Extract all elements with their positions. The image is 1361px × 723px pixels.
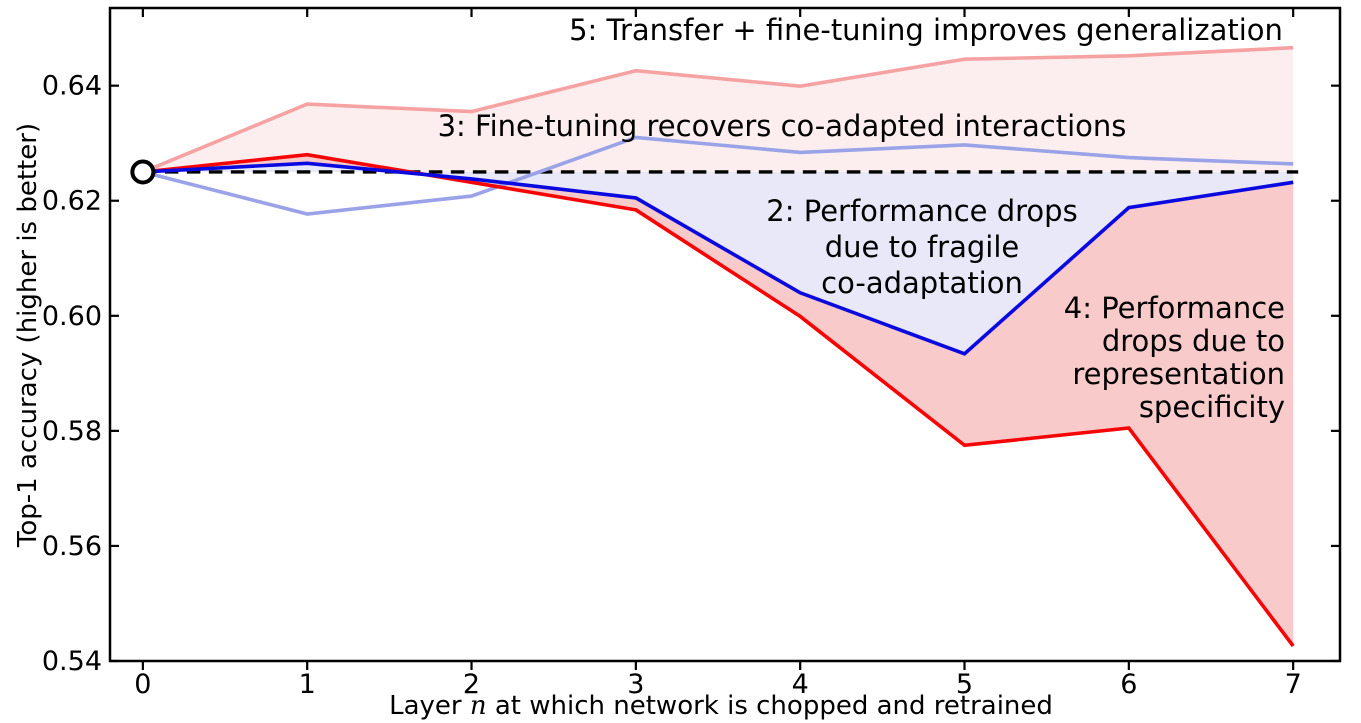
x-tick-label-4: 4 — [792, 669, 809, 700]
region-2-fill — [142, 163, 1294, 354]
note-2-line-1: due to fragile — [825, 230, 1019, 264]
line-4-red — [142, 152, 1295, 648]
x-tick-label-6: 6 — [1120, 669, 1137, 700]
note-3-line-0: 3: Fine-tuning recovers co-adapted inter… — [438, 109, 1127, 143]
y-tick-label-5: 0.64 — [42, 71, 102, 102]
note-5-line-0: 5: Transfer + fine-tuning improves gener… — [569, 13, 1283, 47]
x-tick-label-3: 3 — [627, 669, 644, 700]
x-tick-label-1: 1 — [299, 669, 316, 700]
line-5-pink — [142, 45, 1294, 174]
line-2-blue — [142, 161, 1294, 356]
note-4-line-3: specificity — [1139, 390, 1285, 424]
y-tick-label-1: 0.56 — [42, 531, 102, 562]
y-axis-label: Top-1 accuracy (higher is better) — [13, 123, 43, 548]
note-4-line-0: 4: Performance — [1064, 291, 1285, 325]
note-2-line-0: 2: Performance drops — [766, 194, 1077, 228]
start-marker-circle — [130, 159, 156, 185]
region-5-fill — [142, 47, 1294, 173]
y-tick-label-2: 0.58 — [42, 416, 102, 447]
x-tick-label-2: 2 — [463, 669, 480, 700]
note-2-line-2: co-adaptation — [821, 266, 1023, 300]
x-tick-label-7: 7 — [1285, 669, 1302, 700]
line-3-light-blue — [142, 135, 1294, 216]
note-4-line-1: drops due to — [1102, 324, 1285, 358]
x-axis-label: Layer n at which network is chopped and … — [389, 691, 1053, 721]
y-tick-label-0: 0.54 — [42, 646, 102, 677]
note-4-line-2: representation — [1072, 357, 1285, 391]
region-4-fill — [142, 154, 1294, 646]
x-tick-label-5: 5 — [956, 669, 973, 700]
axes-box — [108, 6, 1342, 663]
x-tick-label-0: 0 — [134, 669, 151, 700]
y-tick-label-4: 0.62 — [42, 186, 102, 217]
y-tick-label-3: 0.60 — [42, 301, 102, 332]
